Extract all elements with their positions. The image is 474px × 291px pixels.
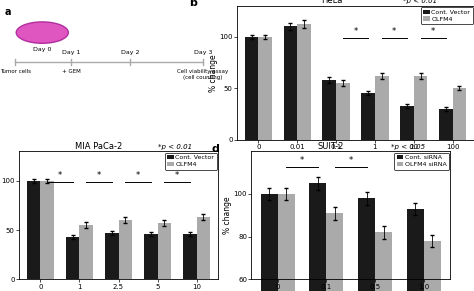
Ellipse shape: [16, 22, 68, 43]
Bar: [40, 181, 54, 279]
Bar: [439, 109, 453, 140]
Bar: [310, 183, 327, 291]
Text: + GEM: + GEM: [62, 69, 81, 74]
Title: MIA PaCa-2: MIA PaCa-2: [75, 141, 122, 150]
Bar: [424, 241, 441, 291]
Text: *: *: [349, 156, 353, 165]
Bar: [258, 37, 272, 140]
Text: *: *: [300, 156, 304, 165]
Bar: [358, 198, 375, 291]
Y-axis label: % change: % change: [223, 196, 232, 234]
Bar: [245, 37, 258, 140]
Bar: [118, 220, 132, 279]
Text: *: *: [354, 27, 357, 36]
Text: b: b: [190, 0, 198, 8]
Bar: [407, 209, 424, 291]
Y-axis label: % change: % change: [209, 54, 218, 92]
Text: *p < 0.01: *p < 0.01: [403, 0, 437, 4]
Text: *p < 0.01: *p < 0.01: [158, 144, 192, 150]
Bar: [105, 233, 118, 279]
Text: Day 1: Day 1: [62, 50, 81, 55]
Bar: [197, 217, 210, 279]
Bar: [27, 181, 40, 279]
Text: Day 0: Day 0: [33, 47, 52, 52]
Text: Tumor cells: Tumor cells: [0, 69, 31, 74]
Bar: [144, 234, 157, 279]
Bar: [400, 106, 414, 140]
Text: Day 2: Day 2: [120, 50, 139, 55]
Text: d: d: [211, 144, 219, 154]
Bar: [157, 223, 171, 279]
Text: *p < 0.05: *p < 0.05: [391, 144, 425, 150]
Bar: [361, 93, 375, 140]
Text: *: *: [97, 171, 101, 180]
Bar: [261, 194, 278, 291]
Bar: [375, 233, 392, 291]
Bar: [297, 24, 311, 140]
Text: *: *: [58, 171, 62, 180]
Bar: [283, 26, 297, 140]
Title: SUIT-2: SUIT-2: [318, 141, 344, 150]
Bar: [322, 80, 336, 140]
Bar: [66, 237, 80, 279]
Text: Day 3: Day 3: [193, 50, 212, 55]
Bar: [278, 194, 295, 291]
Text: Cell viability assay
(cell counting): Cell viability assay (cell counting): [177, 69, 228, 79]
X-axis label: Concentration of GEM (nM): Concentration of GEM (nM): [308, 155, 403, 162]
Text: *: *: [392, 27, 396, 36]
Text: *: *: [175, 171, 179, 180]
Bar: [453, 88, 466, 140]
Title: HeLa: HeLa: [321, 0, 343, 5]
Bar: [80, 225, 93, 279]
Bar: [327, 213, 344, 291]
Text: a: a: [5, 7, 11, 17]
Bar: [414, 76, 428, 140]
Bar: [375, 76, 389, 140]
Legend: Cont. Vector, OLFM4: Cont. Vector, OLFM4: [165, 152, 217, 170]
Text: *: *: [136, 171, 140, 180]
Legend: Cont. siRNA, OLFM4 siRNA: Cont. siRNA, OLFM4 siRNA: [394, 152, 449, 170]
Text: *: *: [431, 27, 435, 36]
Bar: [183, 234, 197, 279]
Bar: [336, 83, 350, 140]
Legend: Cont. Vector, OLFM4: Cont. Vector, OLFM4: [421, 7, 473, 24]
